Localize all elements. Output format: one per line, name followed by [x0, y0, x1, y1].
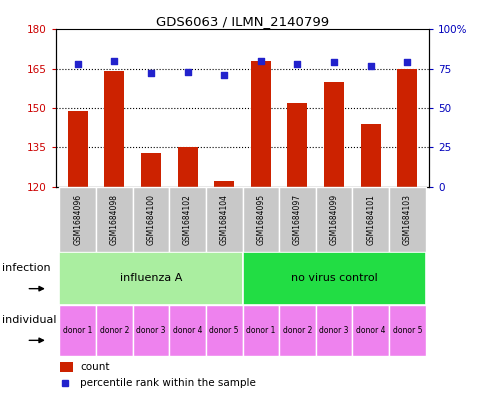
Bar: [388, 305, 424, 356]
Point: [257, 58, 264, 64]
Bar: [388, 187, 424, 252]
Text: GSM1684103: GSM1684103: [402, 194, 411, 244]
Bar: [242, 252, 424, 305]
Text: donor 5: donor 5: [209, 326, 239, 334]
Bar: [169, 305, 206, 356]
Text: donor 1: donor 1: [63, 326, 92, 334]
Text: percentile rank within the sample: percentile rank within the sample: [80, 378, 256, 387]
Bar: [396, 69, 416, 187]
Bar: [351, 187, 388, 252]
Bar: [96, 305, 133, 356]
Point: [330, 59, 337, 66]
Bar: [315, 187, 351, 252]
Text: donor 4: donor 4: [172, 326, 202, 334]
Point: [403, 59, 410, 66]
Text: GSM1684095: GSM1684095: [256, 193, 265, 245]
Point: [183, 69, 191, 75]
Text: GSM1684104: GSM1684104: [219, 194, 228, 244]
Bar: [60, 362, 73, 372]
Bar: [278, 305, 315, 356]
Bar: [177, 147, 197, 187]
Text: GSM1684098: GSM1684098: [110, 194, 119, 244]
Text: GSM1684102: GSM1684102: [182, 194, 192, 244]
Point: [147, 70, 154, 77]
Text: count: count: [80, 362, 109, 372]
Bar: [60, 305, 96, 356]
Bar: [278, 187, 315, 252]
Bar: [104, 72, 124, 187]
Bar: [213, 182, 234, 187]
Point: [220, 72, 227, 78]
Bar: [242, 187, 278, 252]
Bar: [250, 61, 271, 187]
Text: donor 2: donor 2: [100, 326, 129, 334]
Point: [110, 58, 118, 64]
Text: donor 5: donor 5: [392, 326, 421, 334]
Text: no virus control: no virus control: [290, 273, 377, 283]
Text: donor 1: donor 1: [245, 326, 275, 334]
Bar: [206, 305, 242, 356]
Bar: [242, 305, 278, 356]
Bar: [323, 82, 343, 187]
Text: donor 2: donor 2: [282, 326, 312, 334]
Text: GSM1684096: GSM1684096: [73, 193, 82, 245]
Text: donor 4: donor 4: [355, 326, 385, 334]
Bar: [351, 305, 388, 356]
Bar: [60, 187, 96, 252]
Bar: [169, 187, 206, 252]
Bar: [133, 187, 169, 252]
Text: donor 3: donor 3: [136, 326, 166, 334]
Text: influenza A: influenza A: [120, 273, 182, 283]
Point: [366, 62, 374, 69]
Bar: [68, 111, 88, 187]
Bar: [60, 252, 242, 305]
Bar: [360, 124, 380, 187]
Point: [293, 61, 301, 67]
Text: donor 3: donor 3: [318, 326, 348, 334]
Title: GDS6063 / ILMN_2140799: GDS6063 / ILMN_2140799: [156, 15, 328, 28]
Bar: [206, 187, 242, 252]
Bar: [141, 152, 161, 187]
Text: GSM1684101: GSM1684101: [365, 194, 374, 244]
Text: GSM1684100: GSM1684100: [146, 194, 155, 244]
Point: [74, 61, 81, 67]
Bar: [287, 103, 307, 187]
Bar: [315, 305, 351, 356]
Text: infection: infection: [2, 263, 51, 273]
Text: GSM1684097: GSM1684097: [292, 193, 302, 245]
Bar: [133, 305, 169, 356]
Bar: [96, 187, 133, 252]
Text: GSM1684099: GSM1684099: [329, 193, 338, 245]
Text: individual: individual: [2, 315, 57, 325]
